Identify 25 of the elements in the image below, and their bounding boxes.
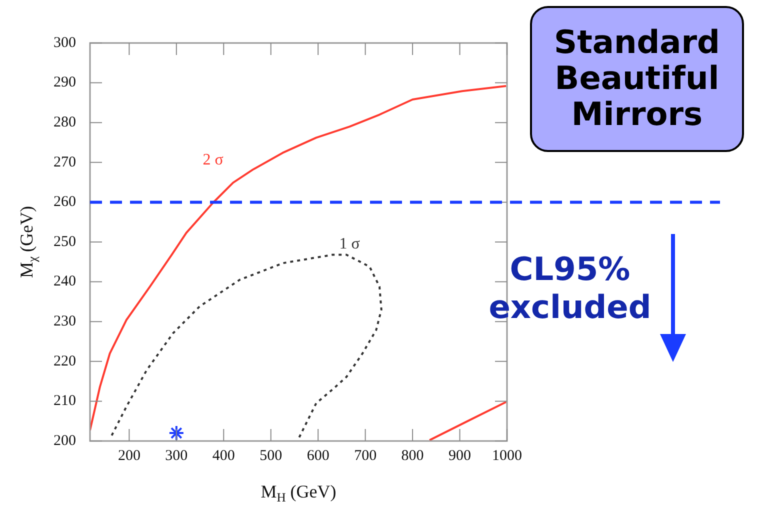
y-tick-label: 280 (54, 114, 76, 131)
text: Standard Beautiful Mirrors (530, 6, 744, 152)
x-tick-label: 500 (260, 448, 282, 464)
y-tick-label: 300 (54, 34, 76, 51)
x-tick-label: 300 (165, 448, 188, 464)
series-label: 1 σ (339, 236, 360, 253)
y-tick-label: 290 (54, 74, 76, 91)
y-tick-label: 270 (54, 154, 76, 170)
x-tick-label: 600 (306, 448, 330, 464)
x-tick-label: 800 (401, 448, 424, 464)
y-tick-label: 250 (54, 234, 76, 250)
x-tick-label: 200 (118, 448, 140, 464)
annotation: CL95% excluded (488, 250, 652, 327)
y-axis-title: Mχ (GeV) (16, 206, 40, 278)
y-tick-label: 240 (54, 274, 76, 290)
y-tick-label: 200 (54, 432, 76, 449)
series-label: 2 σ (202, 152, 224, 169)
y-tick-label: 210 (54, 393, 76, 410)
x-tick-label: 1000 (492, 448, 522, 464)
y-tick-label: 230 (54, 314, 76, 330)
x-tick-label: 700 (354, 448, 377, 464)
x-tick-label: 900 (448, 448, 472, 464)
y-tick-label: 220 (54, 353, 76, 370)
y-tick-label: 260 (54, 194, 76, 210)
x-tick-label: 400 (212, 448, 235, 464)
